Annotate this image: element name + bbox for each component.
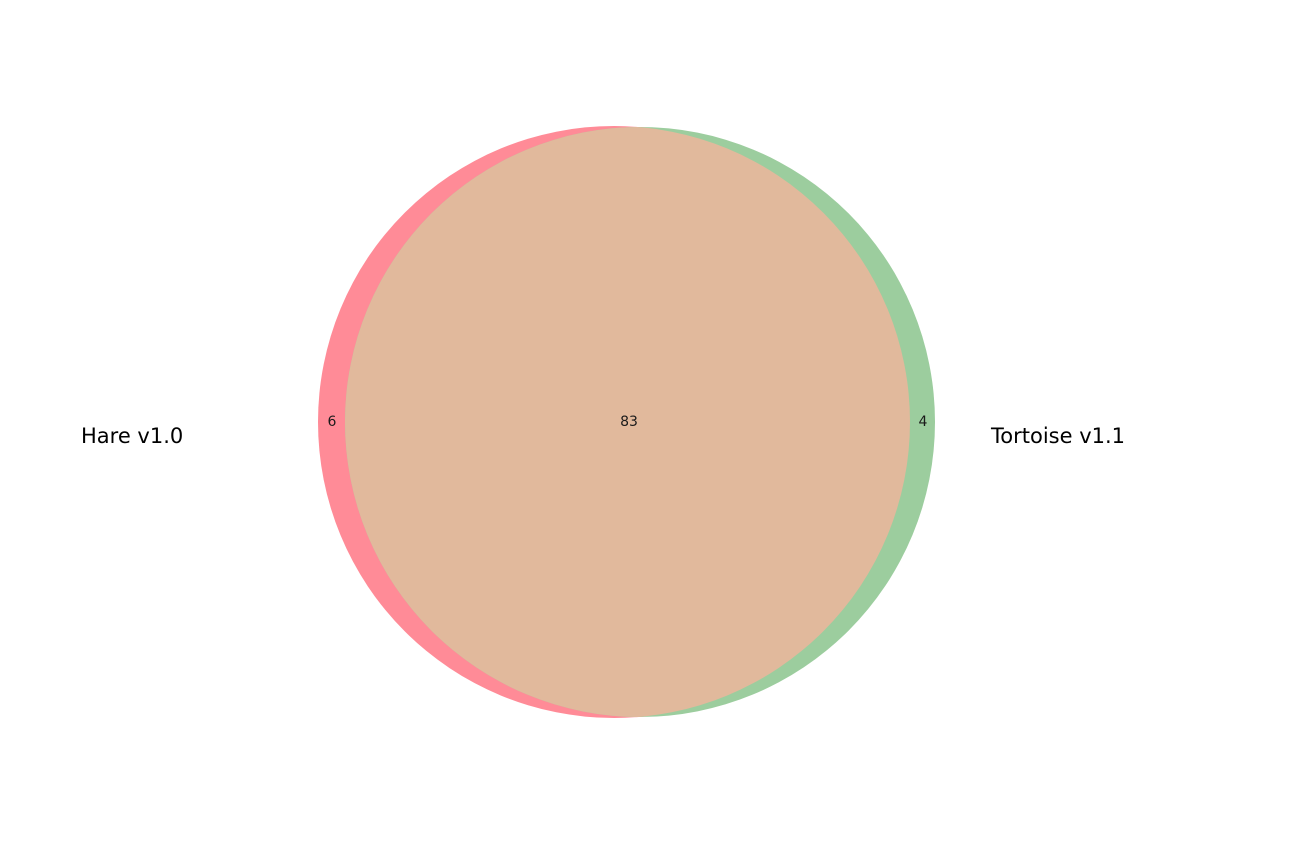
overlap-count: 83: [620, 414, 638, 430]
set-label-hare: Hare v1.0: [81, 424, 184, 448]
set-label-tortoise: Tortoise v1.1: [991, 424, 1126, 448]
right-only-count: 4: [918, 414, 928, 430]
overlap-region: [345, 127, 910, 717]
left-only-count: 6: [327, 414, 337, 430]
